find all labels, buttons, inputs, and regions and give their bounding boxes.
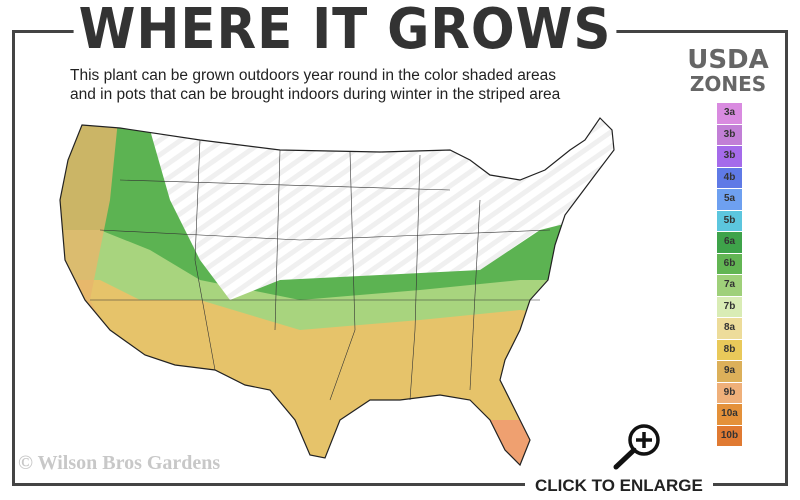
click-to-enlarge-button[interactable]: CLICK TO ENLARGE <box>525 474 713 498</box>
legend-zone-8a: 8a <box>717 318 742 339</box>
magnifier-plus-icon[interactable] <box>610 422 666 470</box>
subtitle-line-1: This plant can be grown outdoors year ro… <box>70 67 556 84</box>
legend-title-zones: ZONES <box>689 72 767 96</box>
legend-zone-6b: 6b <box>717 253 742 274</box>
legend-zone-3b: 3b <box>717 124 742 145</box>
zone-legend: 3a 3b 3b 4b 5a 5b 6a 6b 7a 7b 8a 8b 9a 9b 10a 10b <box>717 103 742 447</box>
legend-zone-5b: 5b <box>717 210 742 231</box>
legend-title: USDA ZONES <box>668 45 788 96</box>
legend-title-usda: USDA <box>687 45 769 75</box>
legend-zone-9b: 9b <box>717 382 742 403</box>
legend-zone-7a: 7a <box>717 275 742 296</box>
legend-zone-10a: 10a <box>717 404 742 425</box>
state-borders <box>90 139 551 401</box>
us-outline <box>59 117 615 467</box>
legend-zone-7b: 7b <box>717 296 742 317</box>
legend-zone-5a: 5a <box>717 189 742 210</box>
legend-zone-3a: 3a <box>717 103 742 124</box>
copyright: © Wilson Bros Gardens <box>18 452 221 474</box>
legend-zone-6a: 6a <box>717 232 742 253</box>
zone-fill-florida <box>490 420 540 465</box>
legend-zone-8b: 8b <box>717 339 742 360</box>
subtitle-line-2: and in pots that can be brought indoors … <box>70 86 561 103</box>
usda-zone-map[interactable] <box>40 100 620 470</box>
page-title: WHERE IT GROWS <box>73 0 617 60</box>
legend-zone-4b: 4b <box>717 167 742 188</box>
legend-zone-3b: 3b <box>717 146 742 167</box>
legend-zone-10b: 10b <box>717 425 742 446</box>
legend-zone-9a: 9a <box>717 361 742 382</box>
subtitle: This plant can be grown outdoors year ro… <box>70 66 630 104</box>
